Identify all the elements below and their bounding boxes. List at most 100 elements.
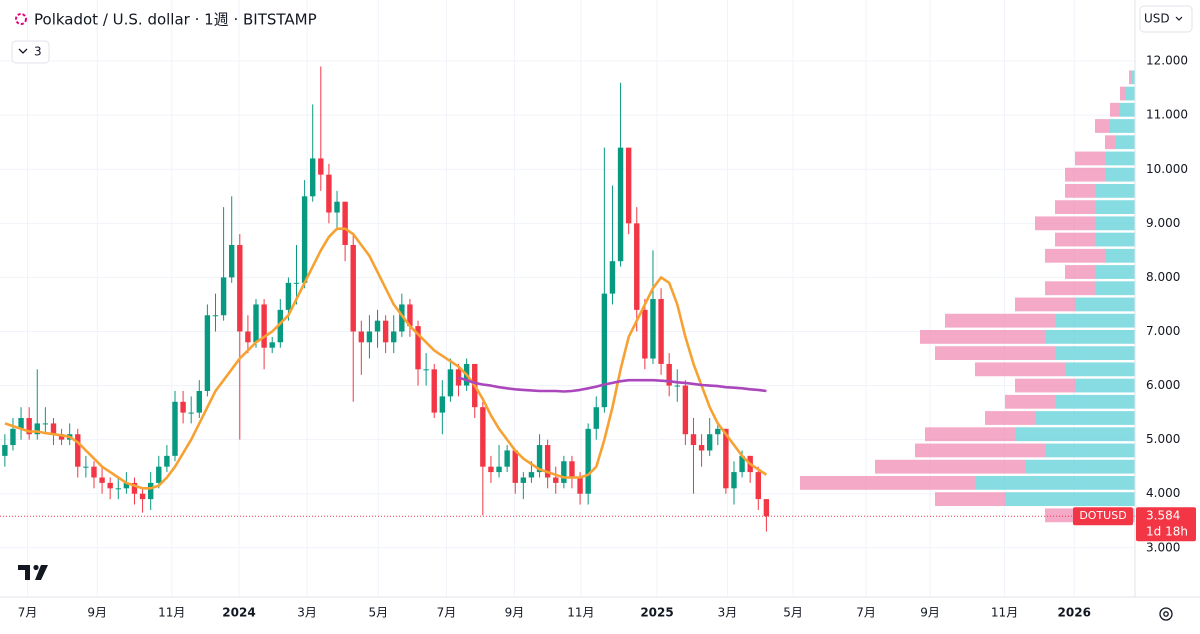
profile-down [1095, 119, 1110, 133]
candle-body [577, 477, 583, 494]
candle-body [342, 201, 348, 245]
candle-body [58, 434, 65, 440]
y-tick-label: 8.000 [1146, 270, 1180, 284]
profile-down [1065, 265, 1095, 279]
candle-body [374, 320, 381, 332]
profile-up [1035, 411, 1135, 425]
tradingview-logo [18, 564, 48, 580]
symbol-label: DOTUSD [1079, 509, 1126, 522]
profile-up [1055, 313, 1135, 328]
x-tick-label: 9月 [920, 606, 940, 620]
candle-body [755, 472, 761, 500]
candle-body [172, 401, 178, 456]
candle-body [544, 445, 551, 478]
candle-body [245, 331, 251, 343]
candle-body [415, 326, 421, 370]
candle-body [334, 201, 340, 213]
x-tick-label: 3月 [718, 606, 738, 620]
candle-body [156, 466, 162, 483]
candle-body [585, 428, 591, 494]
currency-button[interactable] [1139, 5, 1193, 33]
candle-body [212, 315, 219, 317]
profile-down [1035, 216, 1095, 231]
candle-body [164, 455, 170, 467]
candle-body [326, 174, 332, 213]
candle-body [642, 309, 648, 359]
candle-body [496, 466, 502, 473]
profile-up [1105, 167, 1135, 182]
profile-up [1095, 265, 1135, 279]
candle-body [269, 342, 275, 348]
candle-body [139, 493, 146, 500]
candle-body [488, 466, 494, 473]
candle-body [228, 244, 235, 278]
candle-body [407, 304, 413, 327]
x-tick-label: 11月 [991, 606, 1018, 620]
y-tick-label: 9.000 [1146, 216, 1180, 230]
countdown-label: 1d 18h [1146, 525, 1188, 539]
candle-body [350, 244, 356, 332]
x-tick-label: 11月 [567, 606, 594, 620]
settings-icon[interactable] [1159, 607, 1173, 621]
symbol-tag [1073, 507, 1133, 526]
candle-body [75, 434, 81, 467]
candle-body [715, 428, 721, 435]
x-tick-label: 11月 [158, 606, 185, 620]
candle-body [237, 244, 243, 332]
profile-down [1055, 232, 1095, 247]
candle-body [2, 445, 8, 456]
profile-down [1045, 508, 1075, 523]
legend-toggle[interactable] [11, 40, 50, 64]
profile-up [1105, 248, 1135, 263]
candle-body [10, 428, 16, 446]
profile-up [1055, 394, 1135, 409]
candle-body [83, 466, 89, 468]
candle-body [682, 385, 689, 435]
profile-down [875, 459, 1025, 474]
profile-down [1105, 135, 1115, 150]
x-tick-label: 5月 [783, 606, 803, 620]
x-tick-label: 7月 [437, 606, 457, 620]
candle-body [706, 434, 713, 451]
candle-body [391, 331, 397, 343]
x-tick-label: 7月 [18, 606, 38, 620]
candle-body [34, 423, 40, 435]
profile-down [1129, 70, 1131, 85]
candle-body [480, 407, 486, 467]
candle-body [528, 472, 535, 478]
candle-body [698, 445, 705, 451]
y-tick-label: 4.000 [1146, 486, 1180, 500]
x-tick-label: 2024 [222, 606, 255, 620]
profile-up [1131, 70, 1135, 85]
candle-body [536, 445, 543, 473]
profile-down [920, 329, 1045, 344]
chart-title: Polkadot / U.S. dollar · 1週 · BITSTAMP [34, 11, 317, 29]
indicator-count: 3 [34, 45, 42, 59]
y-tick-label: 5.000 [1146, 432, 1180, 446]
candle-body [658, 299, 664, 364]
profile-down [1015, 297, 1075, 312]
candle-body [504, 450, 510, 467]
last-price-label: 3.584 [1146, 509, 1180, 523]
candle-body [731, 472, 737, 489]
y-tick-label: 6.000 [1146, 378, 1180, 392]
profile-up [1045, 329, 1135, 344]
candle-body [447, 369, 454, 397]
candle-body [188, 412, 194, 414]
profile-up [1120, 102, 1135, 117]
candle-body [147, 482, 154, 500]
profile-down [1045, 248, 1105, 263]
candle-body [220, 277, 227, 316]
x-tick-label: 5月 [369, 606, 389, 620]
x-tick-label: 7月 [856, 606, 876, 620]
price-tag [1136, 507, 1196, 542]
candle-body [131, 482, 138, 494]
profile-down [1065, 183, 1095, 198]
candle-body [674, 385, 680, 387]
candle-body [180, 401, 186, 413]
profile-down [935, 346, 1055, 361]
candle-body [512, 450, 518, 483]
candle-body [431, 369, 437, 413]
x-tick-label: 3月 [297, 606, 317, 620]
